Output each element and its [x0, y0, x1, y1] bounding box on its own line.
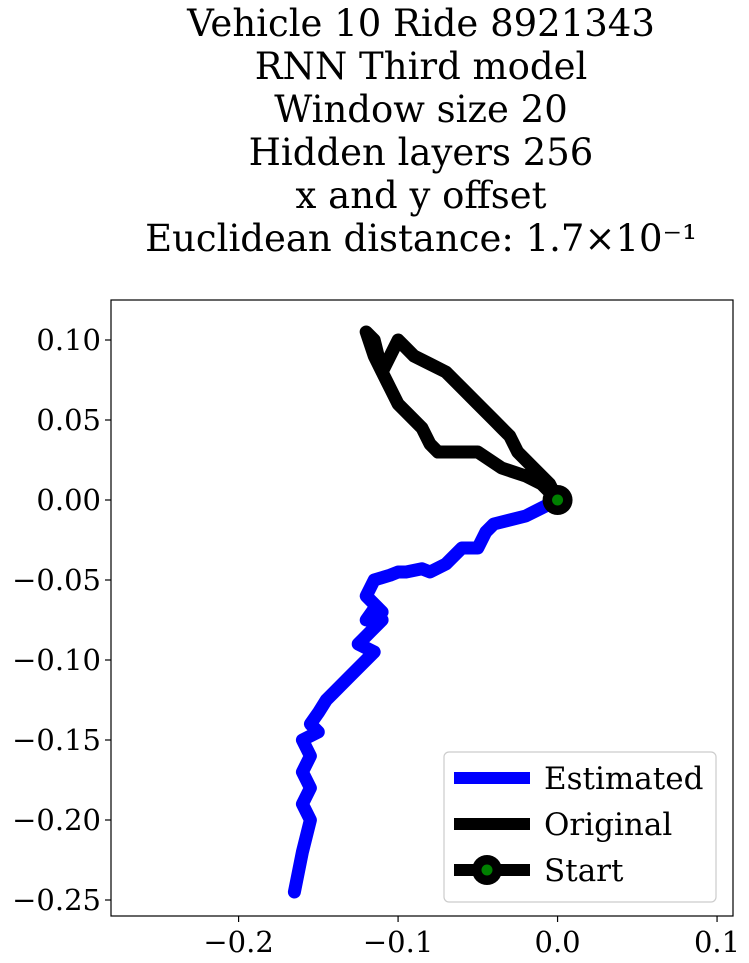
- series-line-original: [359, 325, 565, 507]
- title-line-4: x and y offset: [296, 174, 547, 217]
- title-line-3: Hidden layers 256: [249, 131, 594, 174]
- start-marker-center: [552, 494, 564, 506]
- legend-start-marker-center: [481, 864, 493, 876]
- title-line-0: Vehicle 10 Ride 8921343: [186, 2, 655, 45]
- x-tick-label: −0.2: [203, 925, 273, 959]
- plot-area: [110, 299, 734, 917]
- legend: Estimated Original Start: [443, 751, 717, 903]
- y-tick-label: −0.10: [12, 643, 101, 677]
- y-tick-label: −0.25: [12, 883, 101, 917]
- title-line-1: RNN Third model: [255, 45, 588, 88]
- y-tick-label: −0.15: [12, 723, 101, 757]
- title-line-2: Window size 20: [274, 88, 568, 131]
- x-tick-label: 0.1: [694, 925, 740, 959]
- title-line-5: Euclidean distance: 1.7×10⁻¹: [145, 217, 697, 260]
- x-axis: −0.2 −0.1 0.0 0.1: [203, 916, 740, 959]
- legend-label-original: Original: [544, 807, 672, 843]
- y-tick-label: −0.05: [12, 563, 101, 597]
- y-tick-label: 0.00: [36, 483, 101, 517]
- x-tick-label: −0.1: [363, 925, 433, 959]
- y-tick-label: −0.20: [12, 803, 101, 837]
- y-tick-label: 0.05: [36, 403, 101, 437]
- legend-label-estimated: Estimated: [544, 761, 703, 797]
- y-tick-label: 0.10: [36, 323, 101, 357]
- x-tick-label: 0.0: [535, 925, 581, 959]
- series-line-estimated: [287, 493, 565, 899]
- legend-label-start: Start: [544, 853, 624, 889]
- y-axis: 0.10 0.05 0.00 −0.05 −0.10 −0.15 −0.20 −0.25: [12, 323, 111, 917]
- series-layer: [287, 325, 573, 899]
